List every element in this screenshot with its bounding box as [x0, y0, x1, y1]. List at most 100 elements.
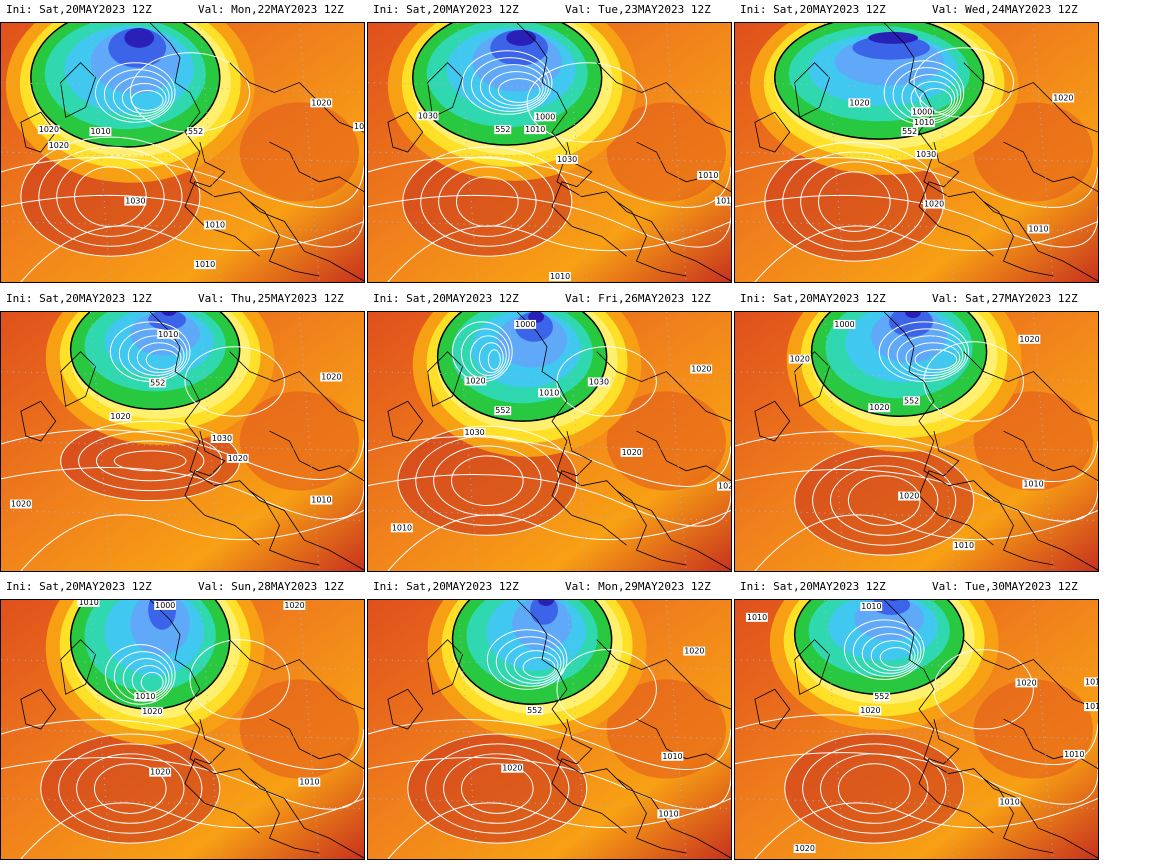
contour-label-background [859, 706, 882, 716]
latitude-line [368, 440, 731, 452]
latitude-line [1, 728, 364, 740]
contour-label: 1020 [684, 647, 704, 656]
contour-label: 1010 [1000, 797, 1020, 806]
coastline [387, 688, 424, 730]
coastline [918, 141, 994, 257]
isobar [914, 349, 958, 371]
contour-label-background [717, 481, 731, 491]
coastline [883, 600, 1098, 859]
cold-pool-core [888, 600, 898, 601]
isobar [896, 335, 964, 377]
contour-label: 1000 [912, 107, 932, 116]
contour-label-background [793, 844, 816, 854]
coastline [616, 778, 687, 854]
coastline [918, 430, 994, 546]
coastline [516, 23, 731, 282]
coastline [229, 351, 364, 422]
coastline [983, 201, 1054, 277]
contour-label: 1010 [135, 692, 155, 701]
coastline [616, 201, 687, 277]
cold-pool [148, 312, 186, 330]
latitude-line [1, 659, 364, 670]
isobar [95, 440, 205, 482]
isobar [735, 752, 1098, 805]
isobar [460, 763, 534, 814]
map-panel: Ini: Sat,20MAY2023 12Z Val: Sat,27MAY2023… [734, 289, 1100, 573]
isobar [451, 455, 524, 507]
isobar [802, 743, 947, 834]
isobar [20, 221, 364, 282]
contour-label-background [77, 600, 100, 607]
map-canvas: 1010 1000 1020 1010 1020 1020 1010 [1, 600, 364, 859]
contour-label-background [210, 434, 233, 443]
contour-label-background [1027, 224, 1050, 234]
coastline [754, 400, 791, 442]
contour-label-background [149, 378, 167, 388]
panel-header: Ini: Sat,20MAY2023 12Z Val: Mon,22MAY2023… [0, 0, 366, 20]
coastline [149, 23, 364, 282]
coastline [20, 400, 57, 442]
contour-label: 1000 [155, 601, 175, 610]
contour-label: 1010 [392, 523, 412, 532]
isobar [368, 194, 731, 248]
coastline [269, 141, 364, 193]
panel-header: Ini: Sat,20MAY2023 12Z Val: Fri,26MAY2023… [367, 289, 733, 309]
isobar [784, 733, 965, 844]
isobar [735, 194, 1098, 248]
map-panel: Ini: Sat,20MAY2023 12Z Val: Mon,29MAY2023… [367, 577, 733, 861]
init-time-label: Ini: Sat,20MAY2023 12Z [740, 292, 886, 305]
coastline [60, 351, 96, 407]
contour-label-background [1018, 334, 1041, 344]
init-time-label: Ini: Sat,20MAY2023 12Z [740, 3, 886, 16]
contour-label-background [193, 260, 216, 270]
isobar [526, 62, 647, 143]
isobar [184, 346, 285, 417]
coastline [184, 430, 260, 546]
contour-label: 1020 [1019, 335, 1039, 344]
latitude-line [735, 797, 1098, 809]
contour-label: 1020 [860, 706, 880, 715]
contour-label: 1020 [284, 601, 304, 610]
contour-label-background [134, 692, 157, 702]
latitude-line [735, 509, 1098, 521]
latitude-line [368, 659, 731, 670]
contour-label: 552 [188, 127, 203, 136]
panel-header: Ini: Sat,20MAY2023 12Z Val: Sat,27MAY2023… [734, 289, 1100, 309]
coastline [636, 430, 731, 482]
coastline [596, 351, 731, 422]
valid-time-label: Val: Fri,26MAY2023 12Z [565, 292, 711, 305]
contour-label-background [952, 541, 975, 551]
coastline [963, 639, 1098, 710]
forecast-map: 1020 1000 1010 552 1030 1020 1020 1010 [734, 22, 1099, 283]
isobar [56, 156, 165, 237]
contour-label-background [226, 453, 249, 463]
isobar [469, 335, 507, 377]
latitude-line [368, 728, 731, 740]
contour-label: 1010 [954, 541, 974, 550]
forecast-map: 1010 1000 1020 1010 1020 1020 1010 [0, 599, 365, 860]
contour-label-background [514, 319, 537, 329]
contour-label: 1020 [869, 403, 889, 412]
contour-label-background [283, 600, 306, 610]
coastline [551, 430, 627, 546]
contour-label: 1010 [299, 778, 319, 787]
cold-pool-core [905, 312, 921, 318]
isobar [415, 435, 560, 526]
contour-label-background [37, 125, 60, 135]
latitude-line [1, 371, 364, 382]
init-time-label: Ini: Sat,20MAY2023 12Z [6, 292, 152, 305]
isobar [1, 719, 364, 771]
coastline [551, 141, 627, 257]
isobar [818, 171, 891, 232]
contour-label-background [868, 403, 891, 413]
contour-label-background [154, 600, 177, 610]
contour-label: 1030 [464, 428, 484, 437]
contour-label-background [1084, 702, 1098, 712]
init-time-label: Ini: Sat,20MAY2023 12Z [373, 580, 519, 593]
isobar [1, 467, 364, 520]
contour-label-background [203, 220, 226, 230]
isobar [522, 657, 556, 678]
contour-label-background [860, 601, 883, 611]
contour-label-background [555, 154, 578, 164]
isobar [387, 221, 731, 282]
